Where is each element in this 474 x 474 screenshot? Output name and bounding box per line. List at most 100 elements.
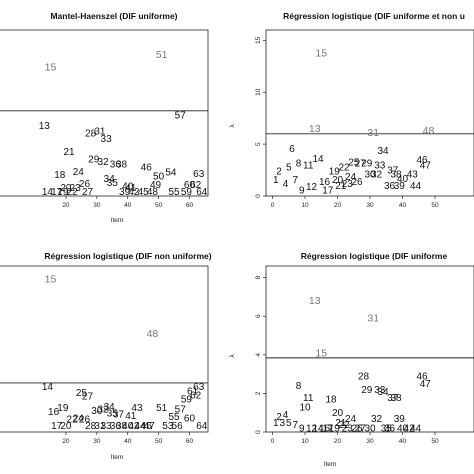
item-point: 34: [377, 387, 389, 398]
item-point: 15: [45, 61, 57, 73]
item-point: 26: [351, 177, 363, 188]
item-point: 15: [315, 347, 327, 359]
item-point: 16: [319, 424, 331, 435]
item-point: 22: [338, 162, 350, 173]
item-point: 22: [67, 415, 79, 426]
item-point: 12: [306, 182, 318, 193]
item-point: 60: [184, 180, 196, 191]
item-point: 59: [181, 394, 193, 405]
item-point: 32: [97, 405, 109, 416]
item-point: 38: [116, 421, 128, 432]
x-tick-label: 60: [186, 202, 194, 209]
x-tick-label: 60: [186, 438, 194, 445]
item-point: 37: [387, 393, 399, 404]
item-point: 50: [153, 171, 165, 182]
item-point: 35: [107, 408, 119, 419]
item-point: 19: [57, 187, 69, 198]
item-point: 47: [144, 421, 156, 432]
item-point: 42: [128, 421, 140, 432]
item-point: 17: [322, 185, 334, 196]
item-point: 28: [85, 129, 97, 140]
x-tick-label: 20: [334, 438, 342, 445]
item-point: 18: [54, 170, 66, 181]
item-point: 24: [73, 167, 85, 178]
item-point: 33: [101, 134, 113, 145]
item-point: 4: [283, 179, 289, 190]
item-point: 7: [292, 175, 298, 186]
item-point: 14: [42, 187, 54, 198]
item-point: 20: [332, 175, 344, 186]
panel-title: Régression logistique (DIF uniforme: [301, 251, 448, 261]
item-point: 30: [364, 424, 376, 435]
item-point: 34: [104, 174, 116, 185]
item-point: 9: [299, 424, 305, 435]
item-point: 40: [122, 421, 134, 432]
item-point: 34: [377, 146, 389, 157]
x-axis-label: Item: [111, 454, 124, 461]
item-point: 18: [325, 395, 337, 406]
x-axis-label: Item: [111, 217, 124, 224]
y-axis-label: λ: [229, 354, 236, 358]
x-tick-label: 50: [431, 438, 439, 445]
y-axis-label: λ: [229, 124, 236, 128]
item-point: 23: [70, 183, 82, 194]
item-point: 14: [42, 382, 54, 393]
item-point: 38: [390, 393, 402, 404]
item-point: 20: [332, 408, 344, 419]
item-point: 19: [329, 424, 341, 435]
item-point: 54: [165, 168, 177, 179]
x-tick-label: 40: [399, 438, 407, 445]
item-point: 15: [45, 273, 57, 285]
item-point: 40: [397, 424, 409, 435]
item-point: 44: [134, 421, 146, 432]
item-point: 49: [150, 180, 162, 191]
item-point: 13: [309, 123, 321, 135]
item-point: 55: [168, 412, 180, 423]
item-point: 31: [94, 127, 106, 138]
panel-regression-uniform-nonuniform: Régression logistique (DIF uniforme et n…: [229, 11, 474, 209]
item-point: 40: [397, 174, 409, 185]
item-point: 64: [196, 187, 208, 198]
x-tick-label: 30: [366, 202, 374, 209]
item-point: 33: [101, 421, 113, 432]
x-tick-label: 50: [431, 202, 439, 209]
item-point: 14: [312, 424, 324, 435]
item-point: 26: [351, 424, 363, 435]
item-point: 8: [296, 381, 302, 392]
item-point: 37: [113, 410, 125, 421]
item-point: 9: [299, 185, 305, 196]
item-point: 13: [39, 121, 51, 132]
item-point: 12: [306, 424, 318, 435]
item-point: 37: [387, 166, 399, 177]
item-point: 30: [91, 406, 103, 417]
panel-mantel-haenszel: Mantel-Haenszel (DIF uniforme) 20 30 40 50 6…: [0, 11, 209, 224]
item-point: 19: [57, 403, 69, 414]
item-point: 42: [403, 424, 415, 435]
panel-title: Régression logistique (DIF non uniforme): [44, 251, 211, 261]
item-point: 23: [342, 424, 354, 435]
item-point: 5: [286, 162, 292, 173]
item-point: 23: [342, 179, 354, 190]
item-point: 4: [283, 410, 289, 421]
item-point: 21: [335, 418, 347, 429]
item-point: 24: [345, 414, 357, 425]
item-point: 21: [335, 181, 347, 192]
x-tick-label: 20: [62, 438, 70, 445]
item-point: 56: [172, 421, 184, 432]
plot-frame: [0, 29, 209, 197]
item-point: 21: [63, 147, 75, 158]
x-tick-label: 30: [366, 438, 374, 445]
item-point: 8: [296, 158, 302, 169]
item-point: 25: [348, 157, 360, 168]
item-point: 2: [276, 412, 282, 423]
panel-title: Mantel-Haenszel (DIF uniforme): [50, 11, 177, 21]
item-point: 48: [423, 125, 435, 137]
item-point: 13: [309, 295, 321, 307]
x-tick-label: 0: [271, 438, 275, 445]
item-point: 29: [361, 158, 373, 169]
item-point: 20: [60, 421, 72, 432]
y-tick-label: 2: [255, 391, 262, 395]
